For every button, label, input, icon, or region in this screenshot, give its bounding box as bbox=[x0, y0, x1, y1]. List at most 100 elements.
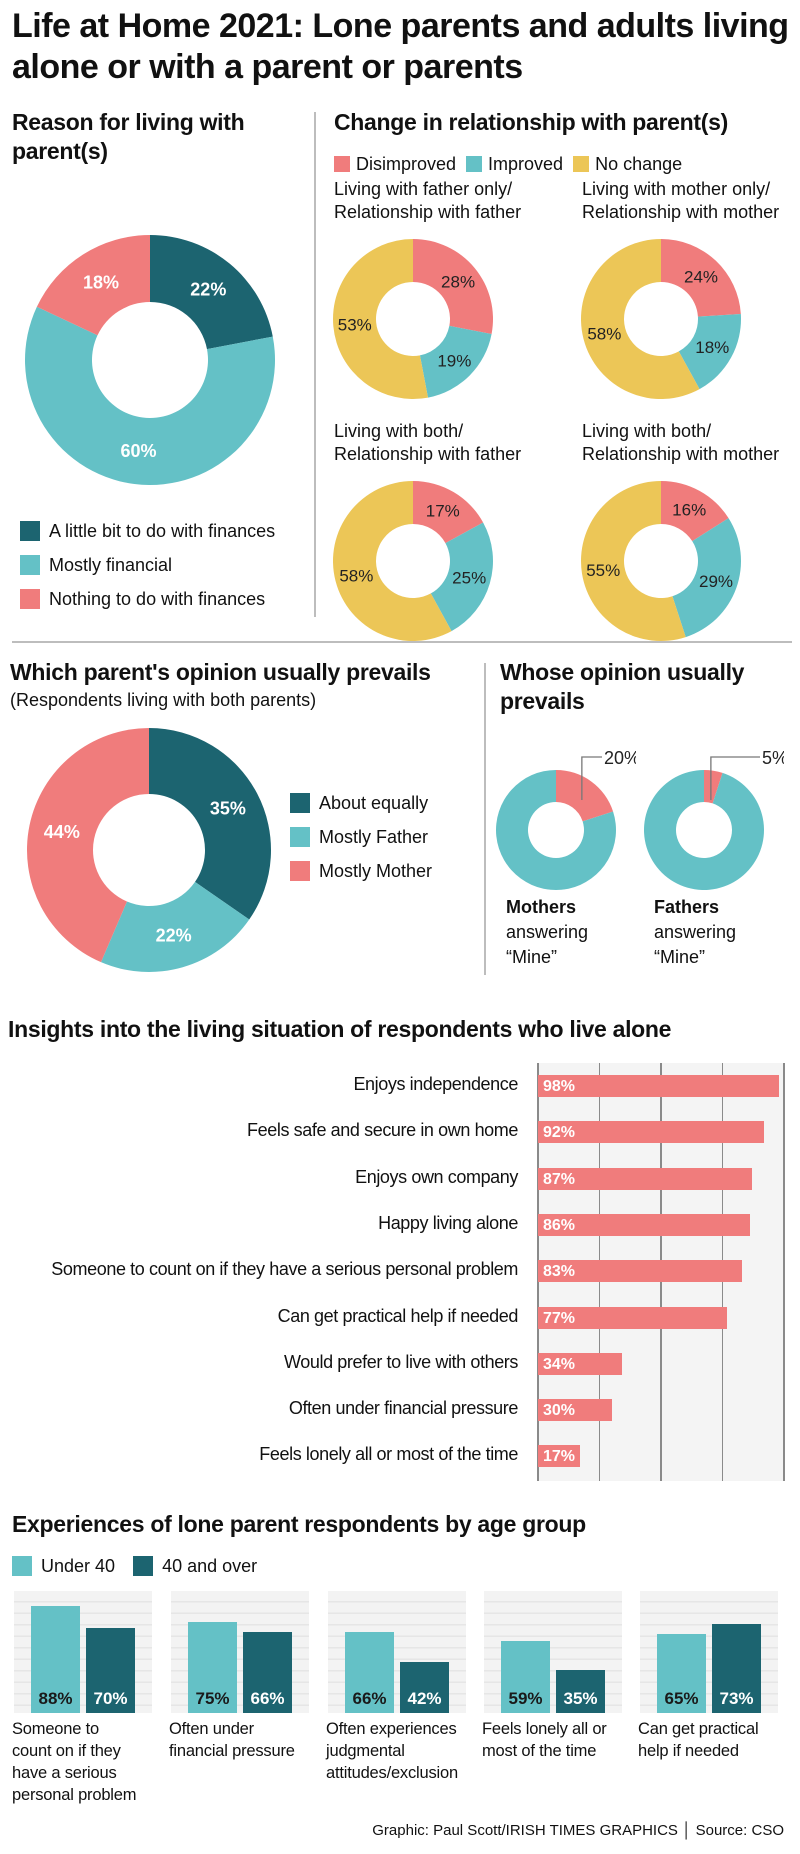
change-label: 55% bbox=[586, 561, 620, 580]
alone-gridline bbox=[537, 1063, 539, 1481]
lone-parent-category-label: most of the time bbox=[482, 1742, 597, 1760]
change-chart-caption: Relationship with mother bbox=[582, 444, 780, 464]
change-label: 16% bbox=[672, 501, 706, 520]
which-parent-label: 44% bbox=[44, 822, 80, 842]
change-legend: Disimproved Improved No change bbox=[334, 151, 682, 177]
reason-slice bbox=[24, 306, 275, 485]
whose-leader-line bbox=[710, 756, 760, 800]
change-slice bbox=[581, 239, 700, 399]
which-parent-label: 35% bbox=[210, 799, 246, 819]
change-label: 58% bbox=[587, 325, 621, 344]
change-chart-caption: Relationship with father bbox=[334, 444, 522, 464]
lone-parent-category-label: personal problem bbox=[12, 1786, 137, 1804]
lone-parent-legend: Under 40 40 and over bbox=[12, 1553, 257, 1579]
change-slice bbox=[413, 481, 484, 544]
lone-parent-category-label: Someone to bbox=[12, 1720, 99, 1738]
legend-swatch bbox=[12, 1556, 32, 1576]
lone-parent-bar-value: 88% bbox=[38, 1689, 73, 1708]
whose-slice bbox=[556, 770, 614, 822]
whose-leader-line bbox=[581, 756, 602, 800]
whose-caption: answering bbox=[654, 922, 737, 942]
lone-parent-bar-value: 66% bbox=[352, 1689, 387, 1708]
whose-caption-title: Mothers bbox=[506, 897, 577, 917]
alone-bar-value: 77% bbox=[543, 1309, 576, 1327]
page-title: Life at Home 2021: Lone parents and adul… bbox=[12, 7, 789, 86]
lone-parent-category-label: financial pressure bbox=[169, 1742, 295, 1760]
change-slice bbox=[678, 313, 741, 390]
whose-caption: answering bbox=[506, 922, 589, 942]
section-divider-vertical bbox=[314, 112, 316, 617]
which-parent-subtitle: (Respondents living with both parents) bbox=[10, 690, 317, 710]
lone-parent-bar bbox=[501, 1641, 550, 1713]
lone-parent-bar bbox=[712, 1623, 761, 1713]
whose-title-line1: Whose opinion usually bbox=[500, 659, 745, 685]
change-slice bbox=[661, 239, 741, 317]
which-parent-legend-item: Mostly Father bbox=[290, 820, 432, 854]
lone-parent-bar bbox=[188, 1621, 237, 1713]
change-label: 24% bbox=[684, 267, 718, 286]
alone-bar bbox=[538, 1399, 612, 1422]
change-label: 58% bbox=[339, 567, 373, 586]
alone-bar bbox=[538, 1075, 780, 1097]
lone-parent-bar-value: 65% bbox=[664, 1689, 699, 1708]
alone-bar-value: 34% bbox=[543, 1355, 576, 1373]
whose-caption-title: Fathers bbox=[654, 897, 720, 917]
whose-donut-chart: 5% bbox=[644, 748, 784, 890]
alone-category-label: Feels safe and secure in own home bbox=[247, 1120, 518, 1141]
lone-parent-title: Experiences of lone parent respondents b… bbox=[12, 1511, 586, 1537]
legend-label: No change bbox=[595, 153, 683, 174]
change-label: 19% bbox=[437, 351, 471, 370]
legend-swatch bbox=[20, 521, 40, 541]
legend-label: Nothing to do with finances bbox=[49, 588, 266, 609]
change-slice bbox=[661, 481, 729, 542]
alone-bar bbox=[538, 1306, 728, 1329]
change-slice bbox=[413, 239, 493, 334]
alone-bar-value: 98% bbox=[543, 1078, 576, 1095]
alone-gridline bbox=[783, 1063, 785, 1481]
alone-bar bbox=[538, 1213, 750, 1236]
which-parent-slice bbox=[27, 728, 149, 963]
change-legend-item: No change bbox=[573, 151, 682, 177]
lone-parent-category-label: Often experiences bbox=[326, 1720, 457, 1738]
lone-parent-category-label: count on if they bbox=[12, 1742, 121, 1760]
change-legend-item: Improved bbox=[466, 151, 563, 177]
legend-label: Mostly Father bbox=[319, 826, 429, 847]
reason-label: 60% bbox=[121, 441, 157, 461]
lone-parent-category-label: attitudes/exclusion bbox=[326, 1764, 458, 1782]
lone-parent-bar bbox=[657, 1633, 706, 1713]
whose-caption: “Mine” bbox=[654, 947, 706, 967]
legend-label: Mostly Mother bbox=[319, 860, 433, 881]
alone-bar bbox=[538, 1167, 753, 1190]
change-slice bbox=[581, 481, 686, 641]
legend-swatch bbox=[290, 793, 310, 813]
whose-slice bbox=[704, 770, 723, 804]
alone-category-label: Often under financial pressure bbox=[288, 1398, 519, 1419]
alone-bar-value: 30% bbox=[543, 1402, 576, 1420]
reason-legend-item: Nothing to do with finances bbox=[20, 582, 275, 616]
whose-title-line2: prevails bbox=[500, 688, 585, 714]
alone-category-label: Happy living alone bbox=[378, 1212, 518, 1233]
change-slice bbox=[419, 325, 492, 398]
lone-parent-category-label: judgmental bbox=[326, 1742, 405, 1760]
alone-bar bbox=[538, 1260, 743, 1283]
legend-label: 40 and over bbox=[162, 1555, 258, 1576]
change-chart-caption: Living with both/ bbox=[334, 421, 464, 441]
lone-parent-bar-value: 66% bbox=[250, 1689, 285, 1708]
section-divider-horizontal bbox=[12, 641, 792, 643]
change-donut-chart: 28% 19% 53% bbox=[332, 239, 493, 399]
reason-slice bbox=[150, 235, 273, 350]
change-chart-caption: Living with mother only/ bbox=[582, 179, 771, 199]
reason-donut-chart: 22% 60% 18% bbox=[24, 235, 275, 485]
whose-caption: “Mine” bbox=[506, 947, 558, 967]
whose-slice bbox=[644, 770, 764, 890]
alone-bar-value: 92% bbox=[543, 1124, 576, 1142]
legend-swatch bbox=[290, 827, 310, 847]
change-label: 29% bbox=[699, 572, 733, 591]
lone-parent-bar-value: 70% bbox=[93, 1689, 128, 1708]
change-slice bbox=[672, 518, 741, 638]
alone-category-label: Feels lonely all or most of the time bbox=[259, 1444, 518, 1465]
legend-swatch bbox=[466, 156, 483, 172]
change-legend-item: Disimproved bbox=[334, 151, 456, 177]
legend-label: A little bit to do with finances bbox=[49, 520, 276, 541]
reason-legend-item: A little bit to do with finances bbox=[20, 514, 275, 548]
